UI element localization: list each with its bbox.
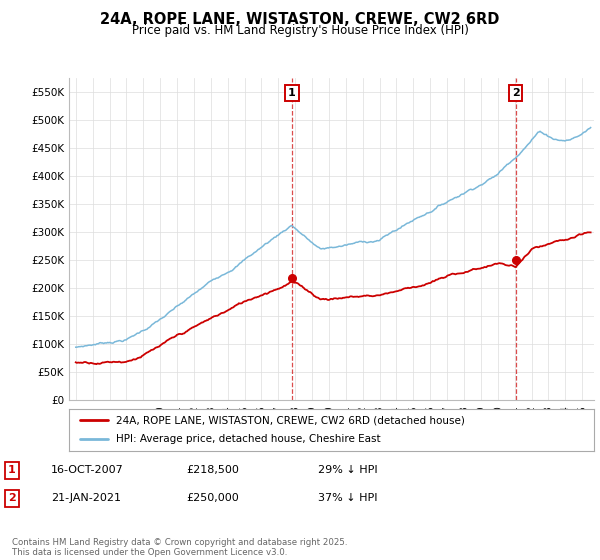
Text: 1: 1 bbox=[8, 465, 16, 475]
Text: 2: 2 bbox=[512, 88, 520, 98]
Text: £250,000: £250,000 bbox=[186, 493, 239, 503]
Text: £218,500: £218,500 bbox=[186, 465, 239, 475]
Text: 24A, ROPE LANE, WISTASTON, CREWE, CW2 6RD: 24A, ROPE LANE, WISTASTON, CREWE, CW2 6R… bbox=[100, 12, 500, 27]
Text: Price paid vs. HM Land Registry's House Price Index (HPI): Price paid vs. HM Land Registry's House … bbox=[131, 24, 469, 36]
Text: 21-JAN-2021: 21-JAN-2021 bbox=[51, 493, 121, 503]
Text: HPI: Average price, detached house, Cheshire East: HPI: Average price, detached house, Ches… bbox=[116, 435, 381, 445]
Text: 1: 1 bbox=[288, 88, 296, 98]
Text: 16-OCT-2007: 16-OCT-2007 bbox=[51, 465, 124, 475]
Text: 37% ↓ HPI: 37% ↓ HPI bbox=[318, 493, 377, 503]
Text: 2: 2 bbox=[8, 493, 16, 503]
Text: 24A, ROPE LANE, WISTASTON, CREWE, CW2 6RD (detached house): 24A, ROPE LANE, WISTASTON, CREWE, CW2 6R… bbox=[116, 415, 465, 425]
Text: Contains HM Land Registry data © Crown copyright and database right 2025.
This d: Contains HM Land Registry data © Crown c… bbox=[12, 538, 347, 557]
Text: 29% ↓ HPI: 29% ↓ HPI bbox=[318, 465, 377, 475]
